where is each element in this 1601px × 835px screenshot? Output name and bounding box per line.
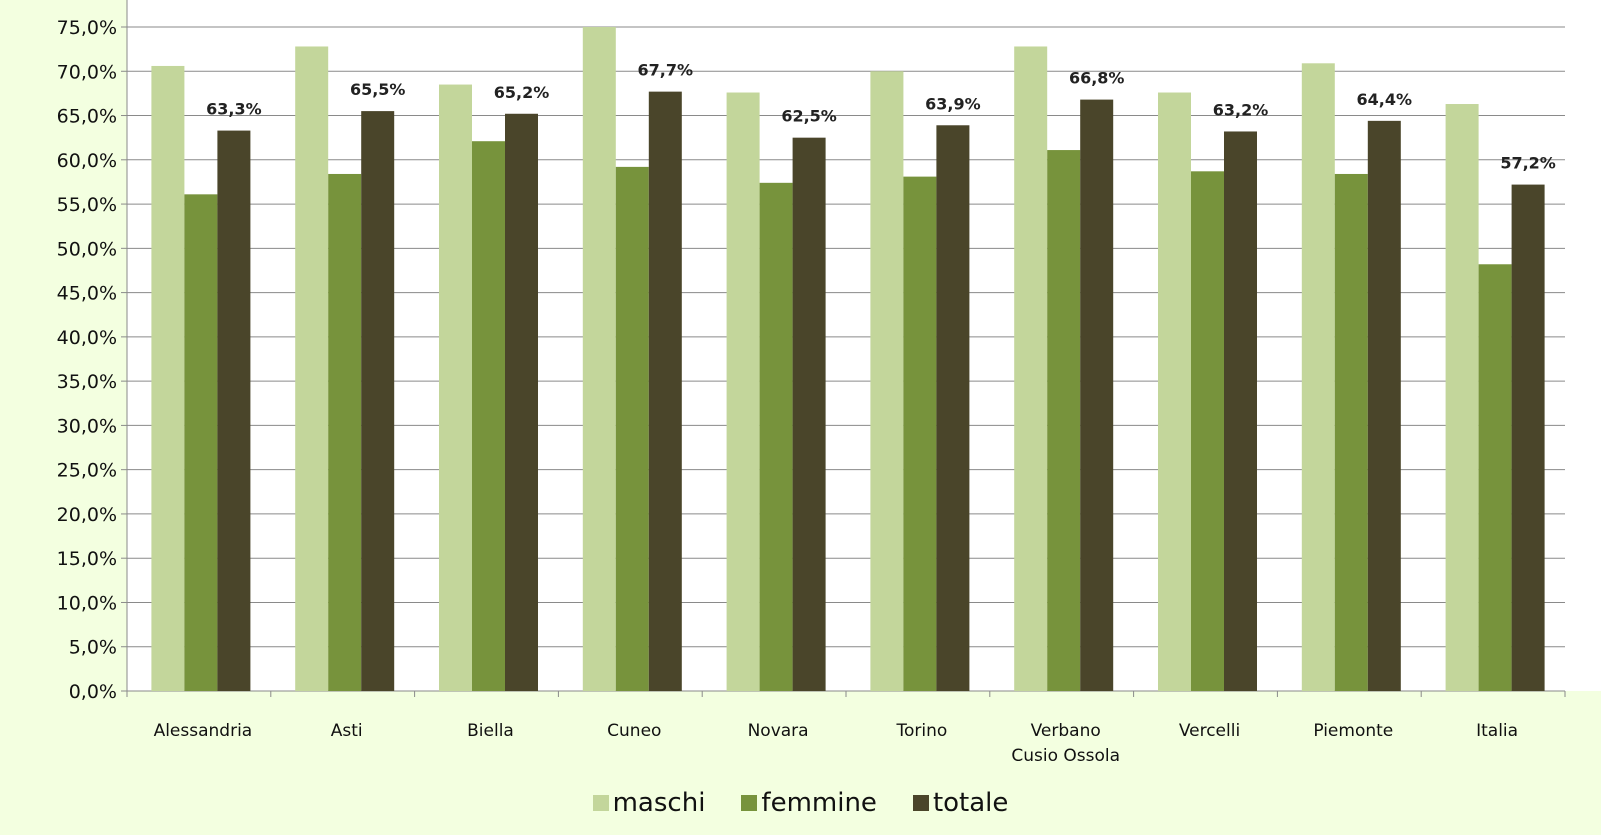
- legend: maschi femmine totale: [0, 788, 1601, 818]
- y-tick-label: 75,0%: [57, 17, 117, 39]
- legend-swatch: [592, 795, 609, 811]
- bar-femmine-6: [1047, 150, 1081, 691]
- y-tick-label: 40,0%: [57, 327, 117, 349]
- data-label: 57,2%: [1500, 154, 1556, 173]
- bar-maschi-2: [439, 84, 472, 691]
- category-label: Vercelli: [1179, 721, 1240, 741]
- data-label: 62,5%: [781, 107, 837, 126]
- category-label: Cusio Ossola: [1011, 746, 1120, 766]
- category-label: Italia: [1476, 721, 1518, 741]
- data-label: 64,4%: [1357, 90, 1413, 109]
- bar-totale-3: [648, 91, 682, 691]
- y-tick-label: 70,0%: [57, 61, 117, 83]
- category-label: Asti: [331, 721, 363, 741]
- category-label: Piemonte: [1313, 721, 1393, 741]
- bar-femmine-7: [1191, 171, 1224, 691]
- y-tick-label: 60,0%: [57, 150, 117, 172]
- legend-swatch: [912, 795, 929, 811]
- bar-maschi-3: [582, 27, 616, 691]
- bar-femmine-2: [472, 141, 505, 691]
- legend-label: femmine: [761, 788, 877, 818]
- bar-femmine-0: [184, 194, 218, 691]
- category-label: Biella: [467, 721, 514, 741]
- bar-femmine-8: [1334, 173, 1368, 691]
- data-label: 63,3%: [206, 100, 262, 119]
- bar-totale-9: [1511, 184, 1545, 691]
- bar-totale-8: [1367, 120, 1401, 691]
- y-tick-label: 65,0%: [57, 106, 117, 128]
- data-label: 65,5%: [350, 80, 406, 99]
- bar-totale-5: [936, 125, 970, 692]
- y-tick-label: 35,0%: [57, 371, 117, 393]
- bar-maschi-7: [1158, 92, 1191, 692]
- bar-totale-6: [1080, 99, 1114, 691]
- bar-totale-7: [1224, 131, 1257, 691]
- y-tick-label: 50,0%: [57, 238, 117, 260]
- bar-maschi-5: [870, 71, 904, 692]
- data-label: 65,2%: [494, 83, 550, 102]
- bar-maschi-9: [1445, 104, 1479, 692]
- y-tick-label: 15,0%: [57, 548, 117, 570]
- y-tick-label: 55,0%: [57, 194, 117, 216]
- legend-item-totale: totale: [912, 788, 1009, 818]
- bar-femmine-4: [759, 182, 793, 691]
- data-label: 66,8%: [1069, 69, 1125, 88]
- bar-femmine-3: [615, 166, 649, 691]
- legend-item-femmine: femmine: [741, 788, 877, 818]
- bar-maschi-4: [726, 92, 760, 692]
- data-label: 63,2%: [1213, 100, 1269, 119]
- bar-totale-4: [792, 137, 826, 691]
- category-label: Torino: [896, 721, 948, 741]
- bar-maschi-1: [295, 46, 329, 691]
- category-label: Cuneo: [607, 721, 661, 741]
- bar-femmine-9: [1478, 264, 1512, 691]
- bar-totale-2: [505, 113, 538, 691]
- category-label: Verbano: [1031, 721, 1101, 741]
- bar-maschi-0: [151, 65, 185, 692]
- y-tick-label: 30,0%: [57, 415, 117, 437]
- data-label: 67,7%: [638, 61, 694, 80]
- y-tick-label: 45,0%: [57, 283, 117, 305]
- legend-item-maschi: maschi: [592, 788, 706, 818]
- bar-femmine-1: [328, 173, 362, 691]
- y-tick-label: 20,0%: [57, 504, 117, 526]
- bar-maschi-6: [1014, 46, 1048, 691]
- bar-femmine-5: [903, 176, 937, 691]
- category-label: Alessandria: [154, 721, 253, 741]
- bar-totale-0: [217, 130, 251, 692]
- y-tick-label: 25,0%: [57, 460, 117, 482]
- data-label: 63,9%: [925, 94, 981, 113]
- legend-label: maschi: [612, 788, 706, 818]
- bar-maschi-8: [1301, 63, 1335, 692]
- bar-totale-1: [361, 111, 395, 691]
- legend-swatch: [741, 795, 758, 811]
- y-tick-label: 5,0%: [69, 637, 117, 659]
- y-tick-label: 0,0%: [69, 681, 117, 703]
- category-label: Novara: [748, 721, 809, 741]
- legend-label: totale: [932, 788, 1009, 818]
- y-tick-label: 10,0%: [57, 592, 117, 614]
